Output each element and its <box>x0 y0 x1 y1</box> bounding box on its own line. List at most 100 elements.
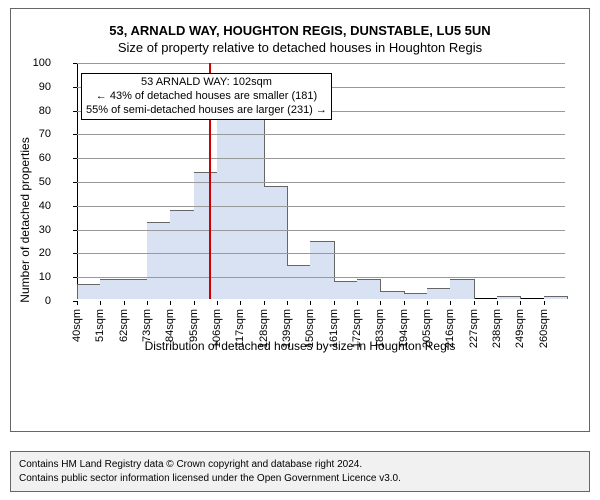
histogram-bar <box>124 279 148 299</box>
annotation-box: 53 ARNALD WAY: 102sqm← 43% of detached h… <box>81 73 332 120</box>
histogram-bar <box>544 296 568 299</box>
x-tick-label: 117sqm <box>234 309 246 347</box>
x-tick-mark <box>334 301 335 305</box>
x-tick-label: 194sqm <box>398 309 410 348</box>
title-block: 53, ARNALD WAY, HOUGHTON REGIS, DUNSTABL… <box>11 23 589 55</box>
y-tick-label: 30 <box>21 224 51 236</box>
x-tick-mark <box>100 301 101 305</box>
gridline <box>77 134 565 135</box>
y-tick-label: 50 <box>21 176 51 188</box>
x-tick-mark <box>147 301 148 305</box>
x-tick-mark <box>170 301 171 305</box>
histogram-bar <box>310 241 334 299</box>
y-tick-label: 20 <box>21 247 51 259</box>
y-tick-mark <box>73 111 77 112</box>
gridline <box>77 63 565 64</box>
histogram-bar <box>334 281 358 299</box>
y-tick-mark <box>73 134 77 135</box>
histogram-bar <box>100 279 124 299</box>
histogram-bar <box>357 279 381 299</box>
histogram-bar <box>147 222 171 299</box>
x-tick-mark <box>474 301 475 305</box>
x-tick-mark <box>404 301 405 305</box>
x-tick-label: 106sqm <box>211 309 223 348</box>
y-tick-mark <box>73 253 77 254</box>
gridline <box>77 158 565 159</box>
annotation-line-3: 55% of semi-detached houses are larger (… <box>86 104 327 118</box>
y-tick-label: 0 <box>21 295 51 307</box>
x-tick-mark <box>217 301 218 305</box>
histogram-bar <box>77 284 102 299</box>
gridline <box>77 253 565 254</box>
x-tick-label: 205sqm <box>421 309 433 348</box>
x-tick-mark <box>310 301 311 305</box>
gridline <box>77 182 565 183</box>
x-tick-mark <box>450 301 451 305</box>
gridline <box>77 277 565 278</box>
histogram-bar <box>287 265 311 299</box>
chart-frame: 53, ARNALD WAY, HOUGHTON REGIS, DUNSTABL… <box>10 8 590 432</box>
histogram-bar <box>240 108 264 299</box>
x-tick-label: 238sqm <box>491 309 503 348</box>
y-tick-mark <box>73 63 77 64</box>
footer-line-1: Contains HM Land Registry data © Crown c… <box>19 458 581 472</box>
x-tick-label: 139sqm <box>281 309 293 348</box>
x-tick-mark <box>427 301 428 305</box>
y-tick-label: 80 <box>21 105 51 117</box>
footer-attribution: Contains HM Land Registry data © Crown c… <box>10 451 590 492</box>
y-tick-mark <box>73 87 77 88</box>
annotation-line-1: 53 ARNALD WAY: 102sqm <box>86 76 327 90</box>
histogram-bar <box>264 186 288 299</box>
chart-title-address: 53, ARNALD WAY, HOUGHTON REGIS, DUNSTABL… <box>11 23 589 38</box>
x-tick-label: 172sqm <box>351 309 363 348</box>
histogram-bar <box>170 210 194 299</box>
x-tick-mark <box>520 301 521 305</box>
histogram-bar <box>427 288 451 299</box>
chart-subtitle: Size of property relative to detached ho… <box>11 40 589 55</box>
y-tick-mark <box>73 158 77 159</box>
x-tick-mark <box>544 301 545 305</box>
x-tick-label: 62sqm <box>118 309 130 342</box>
y-tick-label: 100 <box>21 57 51 69</box>
x-tick-label: 73sqm <box>141 309 153 342</box>
x-tick-label: 183sqm <box>374 309 386 348</box>
x-tick-label: 216sqm <box>444 309 456 348</box>
histogram-bar <box>404 293 428 299</box>
plot-area: 53 ARNALD WAY: 102sqm← 43% of detached h… <box>77 63 565 299</box>
y-tick-label: 10 <box>21 271 51 283</box>
x-tick-mark <box>287 301 288 305</box>
y-tick-mark <box>73 206 77 207</box>
x-tick-label: 40sqm <box>71 309 83 342</box>
y-tick-label: 40 <box>21 200 51 212</box>
y-tick-mark <box>73 277 77 278</box>
footer-line-2: Contains public sector information licen… <box>19 472 581 486</box>
x-tick-label: 161sqm <box>328 309 340 348</box>
x-tick-label: 227sqm <box>468 309 480 348</box>
x-tick-label: 128sqm <box>258 309 270 348</box>
x-tick-mark <box>264 301 265 305</box>
x-tick-label: 150sqm <box>304 309 316 348</box>
annotation-line-2: ← 43% of detached houses are smaller (18… <box>86 90 327 104</box>
y-tick-label: 70 <box>21 128 51 140</box>
x-tick-label: 84sqm <box>164 309 176 342</box>
y-tick-label: 90 <box>21 81 51 93</box>
x-tick-label: 249sqm <box>514 309 526 348</box>
x-tick-label: 260sqm <box>538 309 550 348</box>
histogram-bar <box>380 291 404 299</box>
y-tick-mark <box>73 230 77 231</box>
x-tick-mark <box>497 301 498 305</box>
x-tick-mark <box>380 301 381 305</box>
x-tick-label: 51sqm <box>94 309 106 342</box>
y-tick-mark <box>73 182 77 183</box>
x-tick-mark <box>357 301 358 305</box>
histogram-bar <box>194 172 218 299</box>
x-tick-mark <box>77 301 78 305</box>
histogram-bar <box>450 279 474 299</box>
x-tick-mark <box>240 301 241 305</box>
histogram-bar <box>217 103 241 299</box>
x-tick-label: 95sqm <box>188 309 200 342</box>
y-tick-label: 60 <box>21 152 51 164</box>
gridline <box>77 230 565 231</box>
histogram-bar <box>497 296 521 299</box>
gridline <box>77 206 565 207</box>
